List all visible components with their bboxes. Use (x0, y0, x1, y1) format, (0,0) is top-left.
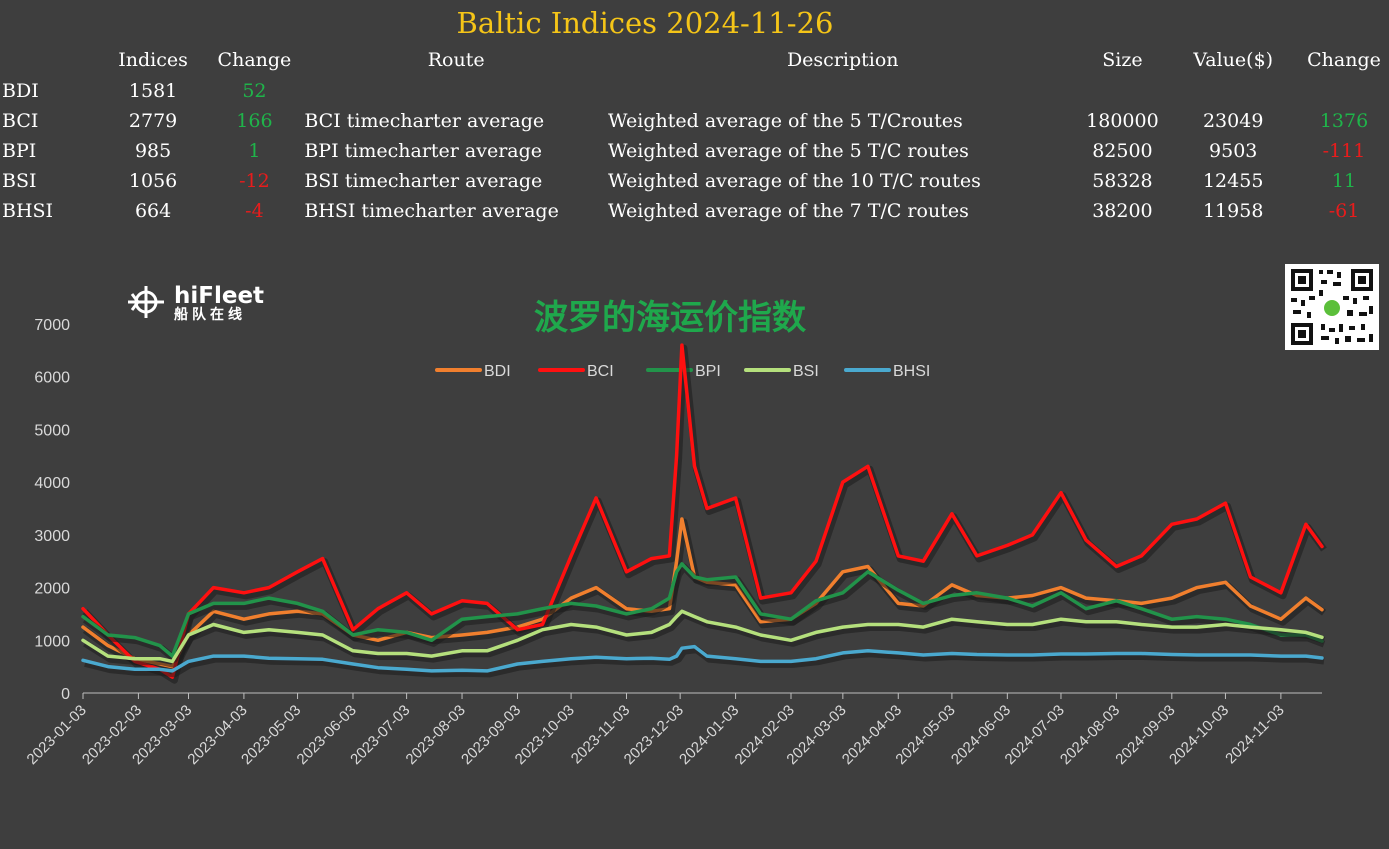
hifleet-logo-brand: hiFleet (174, 283, 264, 309)
series-line-shadow (82, 518, 1327, 674)
y-tick-label: 6000 (34, 370, 70, 387)
row-value-change: -111 (1322, 140, 1366, 162)
header-indices: Indices (118, 49, 188, 71)
row-size: 180000 (1086, 110, 1159, 132)
series-line-shadow (84, 646, 1325, 678)
series-line-shadow (83, 610, 1326, 668)
row-name: BCI (2, 110, 39, 132)
series-line-bci (81, 343, 1324, 679)
header-change: Change (217, 49, 292, 71)
row-name: BHSI (2, 200, 54, 222)
y-tick-label: 2000 (34, 581, 70, 598)
y-tick-label: 3000 (34, 528, 70, 545)
table-row: BSI 1056 -12 BSI timecharter average Weighte… (2, 166, 1389, 196)
row-index: 2779 (128, 110, 178, 132)
row-route: BPI timecharter average (304, 140, 543, 162)
legend-entry: BPI (695, 363, 721, 380)
row-change: 52 (242, 80, 267, 102)
row-change: 166 (236, 110, 273, 132)
hifleet-logo-icon (128, 286, 164, 318)
row-description: Weighted average of the 7 T/C routes (608, 200, 969, 222)
row-name: BSI (2, 170, 37, 192)
hifleet-logo: hiFleet 船队在线 (126, 282, 266, 328)
row-change: 1 (248, 140, 261, 162)
row-size: 58328 (1092, 170, 1153, 192)
row-value-change: 1376 (1319, 110, 1369, 132)
row-index: 1056 (128, 170, 178, 192)
series-line-bhsi (81, 644, 1324, 673)
chart-title: 波罗的海运价指数 (534, 298, 806, 338)
table-header-row: Indices Change Route Description Size Va… (2, 44, 1389, 76)
page-title: Baltic Indices 2024-11-26 (456, 6, 834, 40)
table-row: BCI 2779 166 BCI timecharter average Weighte… (2, 106, 1389, 136)
row-name: BDI (2, 80, 39, 102)
indices-table: Indices Change Route Description Size Va… (2, 44, 1389, 226)
row-change: -4 (245, 200, 264, 222)
series-line-bsi (81, 609, 1324, 664)
row-value: 9503 (1209, 140, 1258, 162)
table-row: BHSI 664 -4 BHSI timecharter average Weighte… (2, 196, 1389, 226)
header-value: Value($) (1193, 49, 1274, 71)
row-size: 38200 (1092, 200, 1153, 222)
row-description: Weighted average of the 5 T/Croutes (608, 110, 963, 132)
row-description: Weighted average of the 5 T/C routes (608, 140, 969, 162)
header-description: Description (786, 49, 899, 71)
row-route: BCI timecharter average (304, 110, 545, 132)
hifleet-logo-subtitle: 船队在线 (174, 306, 246, 323)
row-route: BHSI timecharter average (304, 200, 559, 222)
y-tick-label: 7000 (34, 317, 70, 334)
row-name: BPI (2, 140, 37, 162)
y-tick-label: 4000 (34, 475, 70, 492)
series-line-bpi (81, 562, 1324, 658)
header-size: Size (1102, 49, 1143, 71)
row-index: 1581 (128, 80, 178, 102)
qr-code-icon (1285, 264, 1379, 350)
header-route: Route (427, 49, 485, 71)
row-value: 23049 (1202, 110, 1264, 132)
header-value-change: Change (1307, 49, 1381, 71)
y-tick-label: 1000 (34, 633, 70, 650)
row-value: 12455 (1202, 170, 1264, 192)
row-index: 664 (134, 200, 172, 222)
row-route: BSI timecharter average (304, 170, 543, 192)
row-value-change: -61 (1328, 200, 1360, 222)
series-line-bdi (81, 517, 1324, 669)
row-index: 985 (134, 140, 172, 162)
y-tick-label: 5000 (34, 422, 70, 439)
legend-entry: BCI (587, 363, 614, 380)
row-value: 11958 (1202, 200, 1264, 222)
legend-entry: BDI (484, 363, 511, 380)
x-tick-label: 2024-11-03 (1222, 702, 1287, 767)
row-value-change: 11 (1331, 170, 1357, 192)
legend-entry: BHSI (893, 363, 930, 380)
row-change: -12 (239, 170, 270, 192)
table-row: BDI 1581 52 (2, 76, 1389, 106)
legend-entry: BSI (793, 363, 819, 380)
row-description: Weighted average of the 10 T/C routes (608, 170, 981, 192)
table-row: BPI 985 1 BPI timecharter average Weighted a… (2, 136, 1389, 166)
row-size: 82500 (1092, 140, 1153, 162)
y-tick-label: 0 (61, 686, 70, 703)
